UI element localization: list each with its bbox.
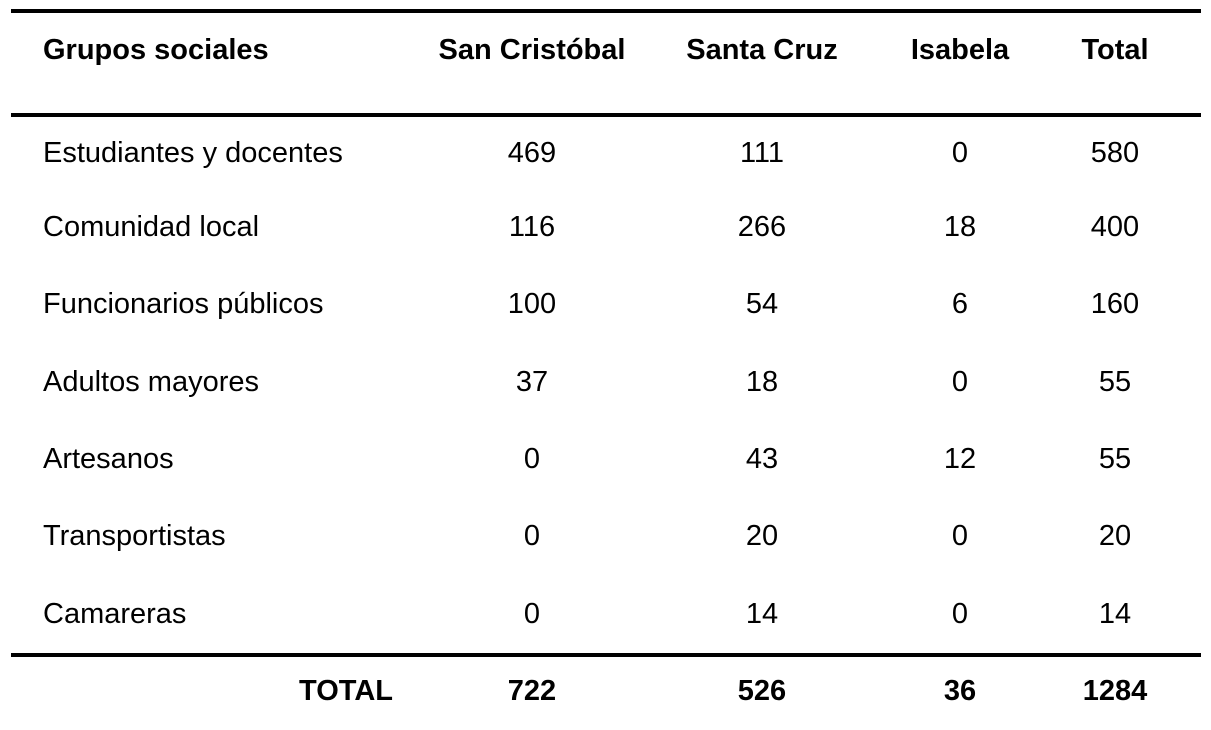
cell-santa-cruz: 20 — [745, 520, 779, 553]
row-label: Comunidad local — [43, 211, 260, 244]
cell-san-cristobal: 116 — [508, 211, 556, 244]
cell-isabela: 0 — [951, 136, 969, 169]
table-row: Funcionarios públicos 100 54 6 160 — [11, 266, 1201, 343]
total-label: TOTAL — [299, 675, 393, 708]
cell-total: 580 — [1090, 136, 1140, 169]
row-label: Artesanos — [43, 443, 174, 476]
cell-santa-cruz: 54 — [745, 288, 779, 321]
cell-total: 20 — [1098, 520, 1132, 553]
data-table-container: Grupos sociales San Cristóbal Santa Cruz… — [11, 9, 1201, 727]
row-label: Estudiantes y docentes — [43, 136, 343, 169]
cell-san-cristobal: 0 — [523, 520, 541, 553]
total-santa-cruz: 526 — [737, 675, 787, 708]
row-label: Transportistas — [43, 520, 226, 553]
cell-total: 400 — [1090, 211, 1140, 244]
row-label: Camareras — [43, 597, 187, 630]
table-header-row: Grupos sociales San Cristóbal Santa Cruz… — [11, 11, 1201, 115]
header-isabela: Isabela — [910, 34, 1010, 66]
cell-san-cristobal: 100 — [507, 288, 557, 321]
total-grand: 1284 — [1082, 675, 1148, 708]
cell-total: 160 — [1090, 288, 1140, 321]
row-label: Funcionarios públicos — [43, 288, 324, 321]
cell-san-cristobal: 0 — [523, 597, 541, 630]
cell-santa-cruz: 14 — [745, 597, 779, 630]
cell-isabela: 6 — [951, 288, 969, 321]
table-total-row: TOTAL 722 526 36 1284 — [11, 654, 1201, 727]
cell-santa-cruz: 18 — [745, 365, 779, 398]
table-row: Comunidad local 116 266 18 400 — [11, 189, 1201, 266]
cell-total: 55 — [1098, 365, 1132, 398]
social-groups-table: Grupos sociales San Cristóbal Santa Cruz… — [11, 9, 1201, 727]
cell-santa-cruz: 111 — [739, 136, 785, 169]
table-row: Camareras 0 14 0 14 — [11, 575, 1201, 654]
cell-isabela: 18 — [943, 211, 977, 244]
cell-san-cristobal: 0 — [523, 443, 541, 476]
total-isabela: 36 — [943, 675, 977, 708]
table-row: Transportistas 0 20 0 20 — [11, 498, 1201, 575]
cell-isabela: 0 — [951, 520, 969, 553]
header-san-cristobal: San Cristóbal — [438, 34, 626, 66]
cell-san-cristobal: 469 — [507, 136, 557, 169]
cell-santa-cruz: 43 — [745, 443, 779, 476]
header-total: Total — [1081, 34, 1149, 66]
row-label: Adultos mayores — [43, 365, 259, 398]
table-row: Estudiantes y docentes 469 111 0 580 — [11, 115, 1201, 189]
cell-total: 55 — [1098, 443, 1132, 476]
table-row: Adultos mayores 37 18 0 55 — [11, 344, 1201, 421]
cell-total: 14 — [1098, 597, 1132, 630]
header-santa-cruz: Santa Cruz — [686, 34, 838, 66]
cell-san-cristobal: 37 — [515, 365, 549, 398]
total-san-cristobal: 722 — [507, 675, 557, 708]
table-row: Artesanos 0 43 12 55 — [11, 421, 1201, 498]
cell-isabela: 12 — [943, 443, 977, 476]
cell-isabela: 0 — [951, 597, 969, 630]
cell-isabela: 0 — [951, 365, 969, 398]
header-grupos-sociales: Grupos sociales — [43, 34, 269, 66]
cell-santa-cruz: 266 — [737, 211, 787, 244]
